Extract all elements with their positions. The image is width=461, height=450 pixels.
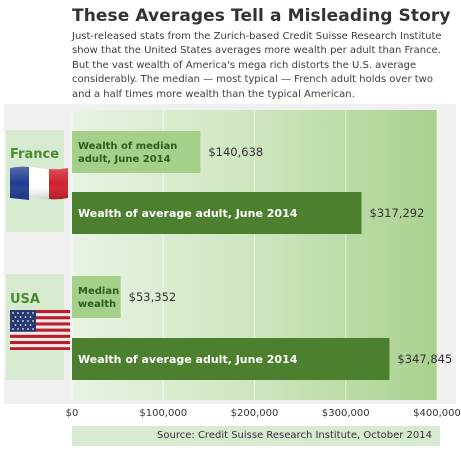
- value-label: $317,292: [370, 206, 425, 220]
- bar-label: adult, June 2014: [78, 154, 171, 165]
- bar-median-france: [72, 131, 201, 173]
- source-note: Source: Credit Suisse Research Institute…: [72, 426, 440, 446]
- chart-subtitle: Just-released stats from the Zurich-base…: [72, 31, 442, 100]
- x-tick-label: $0: [66, 408, 79, 419]
- bar-average-usa: [72, 338, 390, 380]
- bar-label: Wealth of average adult, June 2014: [78, 207, 298, 220]
- bar-label: wealth: [78, 299, 116, 310]
- country-label-france: France: [10, 147, 60, 162]
- bar-label: Wealth of average adult, June 2014: [78, 353, 298, 366]
- value-label: $140,638: [208, 145, 263, 159]
- x-tick-label: $100,000: [139, 408, 187, 419]
- bar-label: Wealth of median: [78, 141, 177, 152]
- value-label: $347,845: [397, 352, 452, 366]
- france-flag-icon: [10, 166, 68, 200]
- x-tick-label: $200,000: [231, 408, 279, 419]
- chart-title: These Averages Tell a Misleading Story: [72, 6, 451, 26]
- x-tick-label: $400,000: [413, 408, 461, 419]
- bar-average-france: [72, 192, 362, 234]
- bar-label: Median: [78, 286, 119, 297]
- bar-median-usa: [72, 276, 121, 318]
- usa-flag-icon: [10, 310, 70, 350]
- value-label: $53,352: [129, 290, 177, 304]
- country-label-usa: USA: [10, 292, 40, 307]
- x-tick-label: $300,000: [322, 408, 370, 419]
